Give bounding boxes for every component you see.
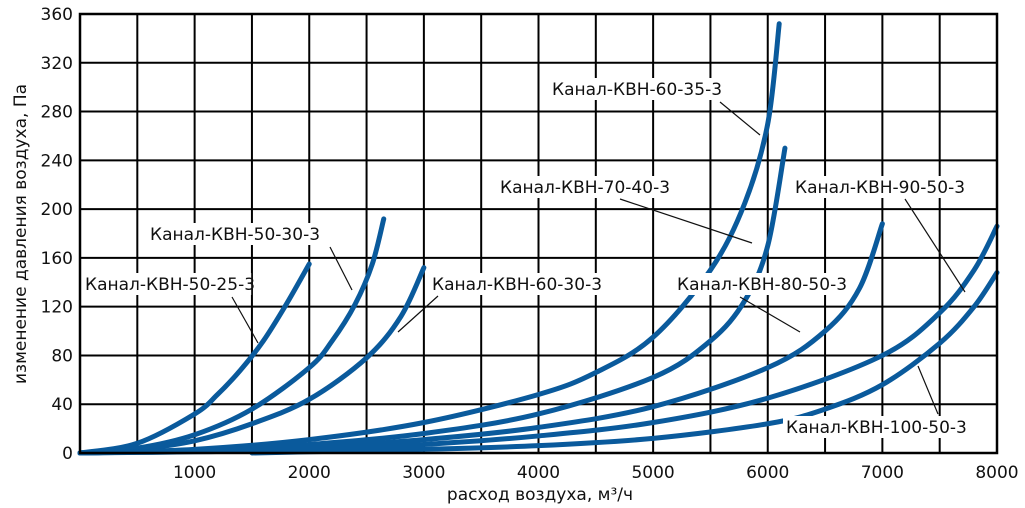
series-label-6: Канал-КВН-80-50-3 [677,275,847,295]
y-tick-label: 160 [41,249,73,269]
y-tick-label: 360 [41,5,73,25]
leader-line-1 [231,296,259,344]
leader-line-2 [329,246,353,291]
series-label-2: Канал-КВН-50-30-3 [150,225,320,245]
series-line-8 [249,270,1000,456]
series-label-7: Канал-КВН-90-50-3 [795,178,965,198]
series-label-background [549,78,719,100]
x-axis-title: расход воздуха, м³/ч [447,485,633,505]
series-label-3: Канал-КВН-60-30-3 [432,275,602,295]
x-tick-label: 5000 [631,463,674,483]
y-tick-label: 0 [62,444,73,464]
series-label-background [497,176,667,198]
series-line-3 [77,265,427,456]
grid [80,14,997,453]
x-tick-label: 7000 [861,463,904,483]
y-tick-label: 200 [41,200,73,220]
series-line-4 [77,21,782,456]
y-axis-title: изменение давления воздуха, Па [11,84,31,384]
leader-line-4 [719,101,761,136]
series-label-background [674,273,844,295]
series-label-5: Канал-КВН-70-40-3 [500,178,670,198]
y-tick-label: 320 [41,54,73,74]
series-label-background [147,223,317,245]
y-tick-label: 120 [41,298,73,318]
y-tick-label: 80 [51,346,73,366]
series-label-background [783,416,962,438]
x-tick-label: 6000 [746,463,789,483]
x-tick-label: 3000 [402,463,445,483]
y-tick-label: 40 [51,395,73,415]
leader-line-8 [917,365,939,415]
tick-labels: 1000 2000 3000 4000 5000 6000 7000 8000 0 40 80 120… [41,5,1019,483]
x-tick-label: 1000 [173,463,216,483]
leader-line-5 [619,198,753,244]
series-label-8: Канал-КВН-100-50-3 [786,418,967,438]
series-lines [77,21,1000,456]
series-label-background [792,176,962,198]
series-label-background [429,273,599,295]
y-tick-label: 240 [41,151,73,171]
series-line-2 [77,216,387,456]
leader-line-6 [739,296,801,333]
leader-line-7 [904,198,966,293]
x-tick-label: 4000 [517,463,560,483]
x-tick-label: 2000 [288,463,331,483]
series-label-1: Канал-КВН-50-25-3 [85,275,255,295]
x-tick-label: 8000 [975,463,1018,483]
y-tick-label: 280 [41,103,73,123]
plot-frame [78,12,999,455]
leader-line-3 [397,295,439,333]
series-label-4: Канал-КВН-60-35-3 [552,80,722,100]
series-labels: Канал-КВН-50-25-3 Канал-КВН-50-30-3 Канал-… [82,78,967,438]
series-line-1 [77,261,312,456]
series-label-background [82,273,252,295]
